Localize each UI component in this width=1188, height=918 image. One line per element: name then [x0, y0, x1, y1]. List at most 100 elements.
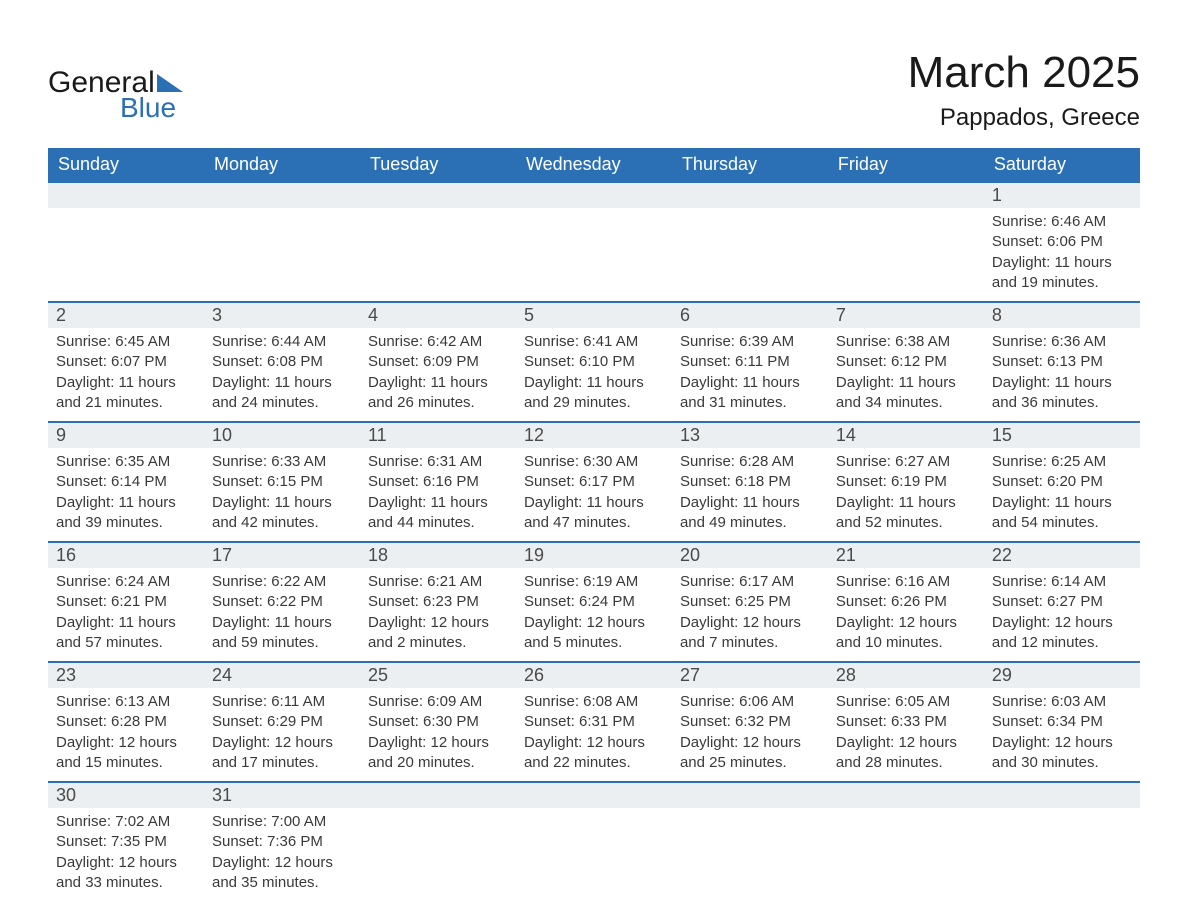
calendar-cell: 6Sunrise: 6:39 AMSunset: 6:11 PMDaylight…: [672, 302, 828, 422]
daylight-line: Daylight: 11 hours and 59 minutes.: [212, 613, 352, 654]
day-data: Sunrise: 6:24 AMSunset: 6:21 PMDaylight:…: [48, 568, 204, 661]
sunset-line: Sunset: 6:25 PM: [680, 592, 820, 612]
day-data: Sunrise: 6:33 AMSunset: 6:15 PMDaylight:…: [204, 448, 360, 541]
sunset-label: Sunset:: [212, 833, 263, 850]
daylight-label: Daylight:: [56, 734, 114, 751]
sunrise-line: Sunrise: 6:35 AM: [56, 452, 196, 472]
calendar-cell: [828, 182, 984, 302]
calendar-cell: [984, 782, 1140, 901]
sunset-value: 6:10 PM: [579, 353, 635, 370]
sunrise-value: 6:45 AM: [115, 333, 170, 350]
day-data: Sunrise: 6:06 AMSunset: 6:32 PMDaylight:…: [672, 688, 828, 781]
daylight-line: Daylight: 11 hours and 47 minutes.: [524, 493, 664, 534]
sunset-value: 6:12 PM: [891, 353, 947, 370]
sunset-value: 6:15 PM: [267, 473, 323, 490]
calendar-cell: 17Sunrise: 6:22 AMSunset: 6:22 PMDayligh…: [204, 542, 360, 662]
sunset-line: Sunset: 6:30 PM: [368, 712, 508, 732]
sunset-value: 6:14 PM: [111, 473, 167, 490]
daylight-label: Daylight:: [368, 614, 426, 631]
day-number-empty: [672, 183, 828, 208]
day-data: Sunrise: 6:30 AMSunset: 6:17 PMDaylight:…: [516, 448, 672, 541]
sunset-value: 6:29 PM: [267, 713, 323, 730]
day-data: Sunrise: 6:22 AMSunset: 6:22 PMDaylight:…: [204, 568, 360, 661]
calendar-cell: 21Sunrise: 6:16 AMSunset: 6:26 PMDayligh…: [828, 542, 984, 662]
daylight-label: Daylight:: [992, 374, 1050, 391]
sunrise-line: Sunrise: 6:09 AM: [368, 692, 508, 712]
sunrise-line: Sunrise: 6:31 AM: [368, 452, 508, 472]
daylight-line: Daylight: 11 hours and 19 minutes.: [992, 253, 1132, 294]
daylight-line: Daylight: 11 hours and 54 minutes.: [992, 493, 1132, 534]
sunset-line: Sunset: 7:36 PM: [212, 832, 352, 852]
day-number-empty: [360, 783, 516, 808]
day-data: Sunrise: 7:00 AMSunset: 7:36 PMDaylight:…: [204, 808, 360, 901]
sunrise-line: Sunrise: 6:28 AM: [680, 452, 820, 472]
sunset-label: Sunset:: [368, 593, 419, 610]
sunrise-value: 6:46 AM: [1051, 213, 1106, 230]
sunset-label: Sunset:: [212, 713, 263, 730]
daylight-label: Daylight:: [212, 614, 270, 631]
daylight-line: Daylight: 11 hours and 39 minutes.: [56, 493, 196, 534]
sunset-line: Sunset: 6:21 PM: [56, 592, 196, 612]
sunset-value: 6:28 PM: [111, 713, 167, 730]
sunrise-label: Sunrise:: [212, 573, 267, 590]
sunset-value: 6:26 PM: [891, 593, 947, 610]
sunset-value: 6:33 PM: [891, 713, 947, 730]
daylight-label: Daylight:: [368, 374, 426, 391]
daylight-label: Daylight:: [368, 734, 426, 751]
daylight-label: Daylight:: [836, 374, 894, 391]
sunrise-value: 6:11 AM: [271, 693, 325, 710]
sunset-line: Sunset: 6:27 PM: [992, 592, 1132, 612]
sunrise-line: Sunrise: 6:21 AM: [368, 572, 508, 592]
calendar-cell: 23Sunrise: 6:13 AMSunset: 6:28 PMDayligh…: [48, 662, 204, 782]
calendar-cell: 29Sunrise: 6:03 AMSunset: 6:34 PMDayligh…: [984, 662, 1140, 782]
sunset-line: Sunset: 6:32 PM: [680, 712, 820, 732]
day-number: 15: [984, 423, 1140, 448]
sunset-line: Sunset: 6:17 PM: [524, 472, 664, 492]
month-title: March 2025: [908, 48, 1140, 98]
sunset-value: 6:22 PM: [267, 593, 323, 610]
day-number: 4: [360, 303, 516, 328]
sunrise-line: Sunrise: 6:38 AM: [836, 332, 976, 352]
sunset-value: 6:20 PM: [1047, 473, 1103, 490]
day-data: Sunrise: 6:35 AMSunset: 6:14 PMDaylight:…: [48, 448, 204, 541]
sunrise-label: Sunrise:: [212, 453, 267, 470]
sunrise-line: Sunrise: 6:05 AM: [836, 692, 976, 712]
calendar-cell: 12Sunrise: 6:30 AMSunset: 6:17 PMDayligh…: [516, 422, 672, 542]
sunrise-value: 6:42 AM: [427, 333, 482, 350]
day-number: 10: [204, 423, 360, 448]
daylight-label: Daylight:: [524, 614, 582, 631]
sunrise-value: 7:02 AM: [115, 813, 170, 830]
sunrise-label: Sunrise:: [836, 693, 891, 710]
sunrise-line: Sunrise: 7:02 AM: [56, 812, 196, 832]
sunset-line: Sunset: 6:12 PM: [836, 352, 976, 372]
calendar-cell: 9Sunrise: 6:35 AMSunset: 6:14 PMDaylight…: [48, 422, 204, 542]
sunset-value: 6:34 PM: [1047, 713, 1103, 730]
sunrise-label: Sunrise:: [992, 213, 1047, 230]
sunset-value: 6:18 PM: [735, 473, 791, 490]
sunset-value: 6:31 PM: [579, 713, 635, 730]
calendar-cell: 7Sunrise: 6:38 AMSunset: 6:12 PMDaylight…: [828, 302, 984, 422]
calendar-week-row: 23Sunrise: 6:13 AMSunset: 6:28 PMDayligh…: [48, 662, 1140, 782]
calendar-cell: [360, 782, 516, 901]
sunset-label: Sunset:: [56, 593, 107, 610]
sunset-line: Sunset: 6:28 PM: [56, 712, 196, 732]
sunset-label: Sunset:: [680, 593, 731, 610]
header: General Blue March 2025 Pappados, Greece: [48, 48, 1140, 132]
weekday-header: Friday: [828, 148, 984, 182]
sunset-value: 6:30 PM: [423, 713, 479, 730]
day-data: Sunrise: 6:25 AMSunset: 6:20 PMDaylight:…: [984, 448, 1140, 541]
sunset-label: Sunset:: [212, 353, 263, 370]
calendar-cell: [48, 182, 204, 302]
sunset-value: 6:21 PM: [111, 593, 167, 610]
calendar-cell: [672, 782, 828, 901]
day-number: 24: [204, 663, 360, 688]
sunset-line: Sunset: 6:08 PM: [212, 352, 352, 372]
day-number: 23: [48, 663, 204, 688]
sunset-line: Sunset: 6:13 PM: [992, 352, 1132, 372]
daylight-label: Daylight:: [212, 374, 270, 391]
day-number-empty: [48, 183, 204, 208]
day-data: Sunrise: 6:45 AMSunset: 6:07 PMDaylight:…: [48, 328, 204, 421]
day-number-empty: [828, 183, 984, 208]
sunset-value: 6:19 PM: [891, 473, 947, 490]
sunrise-value: 6:27 AM: [895, 453, 950, 470]
